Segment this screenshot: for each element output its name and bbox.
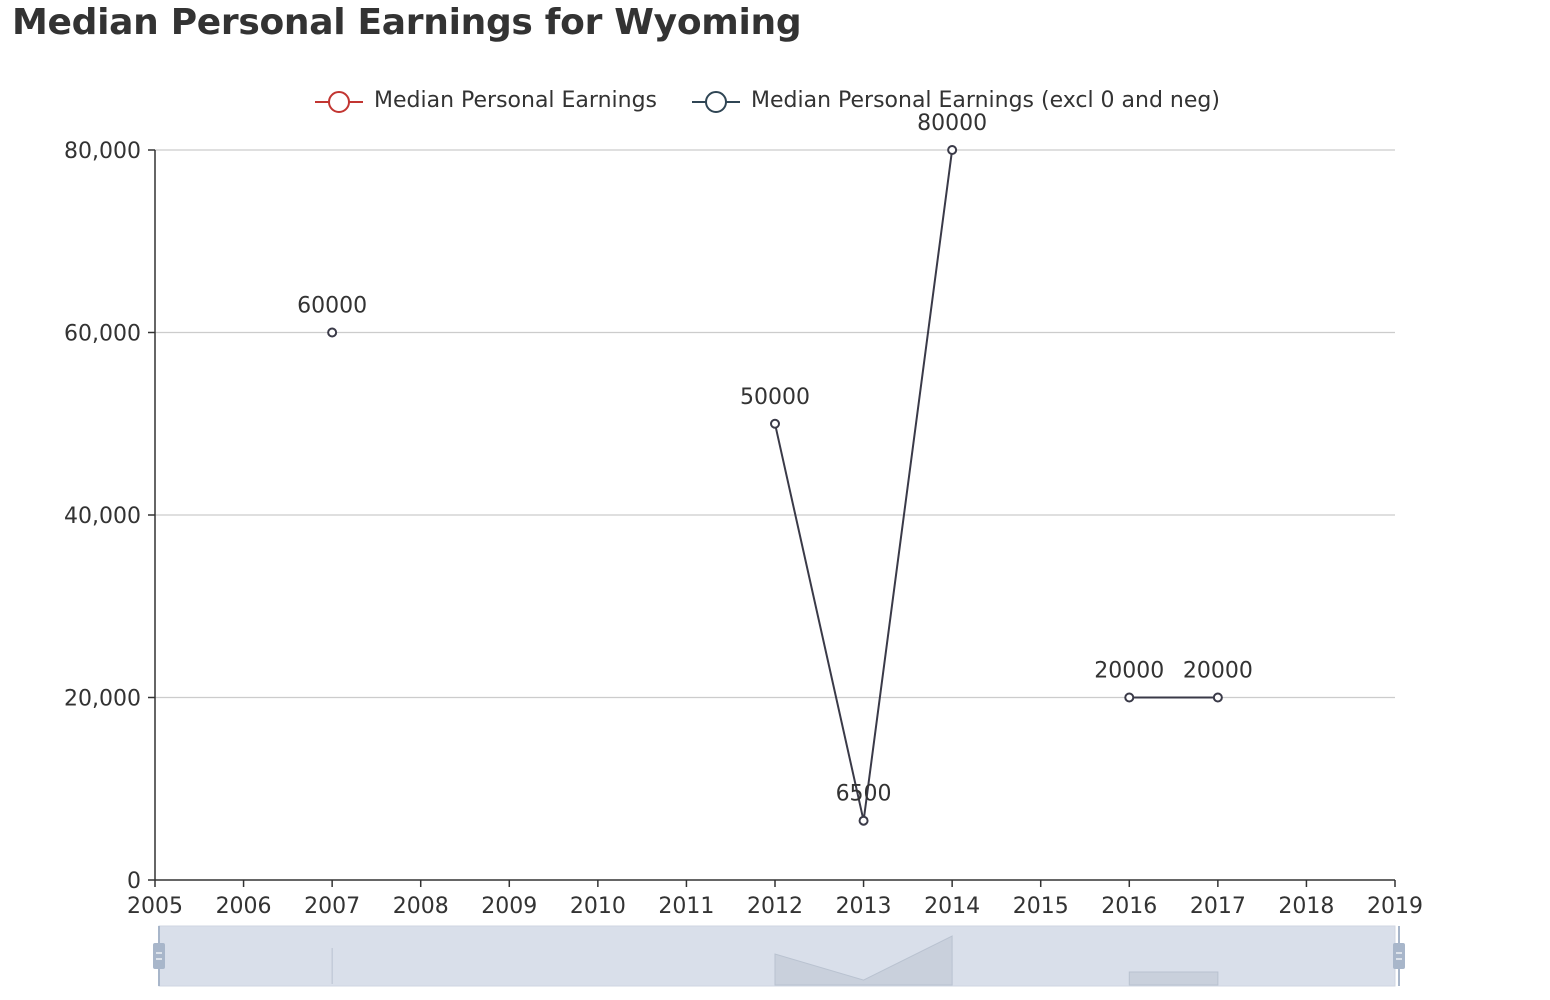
x-tick-label: 2018 [1278,894,1334,919]
chart-title: Median Personal Earnings for Wyoming [12,2,802,43]
data-point[interactable] [947,145,958,155]
zoom-preview-area [774,935,953,986]
x-tick-label: 2005 [127,894,183,919]
data-label: 20000 [1094,659,1164,684]
legend[interactable]: Median Personal Earnings Median Personal … [315,88,1220,113]
x-tick-label: 2011 [658,894,714,919]
data-point[interactable] [327,327,338,338]
data-label: 50000 [740,385,810,410]
data-point[interactable] [858,815,869,826]
x-tick-label: 2017 [1190,894,1246,919]
legend-item-1[interactable]: Median Personal Earnings [315,88,657,113]
x-tick-label: 2007 [304,894,360,919]
x-tick-label: 2012 [747,894,803,919]
data-label: 20000 [1183,659,1253,684]
zoom-left-handle[interactable] [153,943,165,969]
x-tick-label: 2016 [1101,894,1157,919]
y-tick-label: 40,000 [64,504,141,529]
data-label: 60000 [297,294,367,319]
x-tick-label: 2010 [570,894,626,919]
y-tick-label: 60,000 [64,322,141,347]
x-tick-label: 2006 [216,894,272,919]
y-tick-label: 80,000 [64,139,141,164]
legend-label: Median Personal Earnings (excl 0 and neg… [751,88,1220,113]
series-layer: 60000 50000 6500 80000 20000 20000 [297,111,1253,826]
data-zoom-slider[interactable] [153,925,1405,987]
zoom-right-handle[interactable] [1393,943,1405,969]
data-point[interactable] [1124,692,1135,703]
zoom-handle-body [1393,943,1405,969]
x-tick-label: 2008 [393,894,449,919]
legend-marker-circle [328,91,350,113]
legend-marker-circle [705,91,727,113]
zoom-preview-area [1128,971,1219,986]
series-line [774,149,954,821]
legend-label: Median Personal Earnings [374,88,657,113]
zoom-handle-body [153,943,165,969]
data-point[interactable] [770,418,780,429]
x-tick-label: 2014 [924,894,980,919]
data-label: 80000 [917,111,987,136]
y-tick-label: 0 [127,869,141,894]
x-tick-label: 2015 [1013,894,1069,919]
axes: 0 20,000 40,000 60,000 80,000 2005 2006 2007 200… [64,139,1423,919]
data-point[interactable] [1212,692,1223,703]
legend-item-2[interactable]: Median Personal Earnings (excl 0 and neg… [692,88,1220,113]
x-tick-label: 2013 [836,894,892,919]
x-tick-label: 2019 [1367,894,1423,919]
y-tick-label: 20,000 [64,687,141,712]
x-tick-label: 2009 [481,894,537,919]
data-label: 6500 [836,782,892,807]
